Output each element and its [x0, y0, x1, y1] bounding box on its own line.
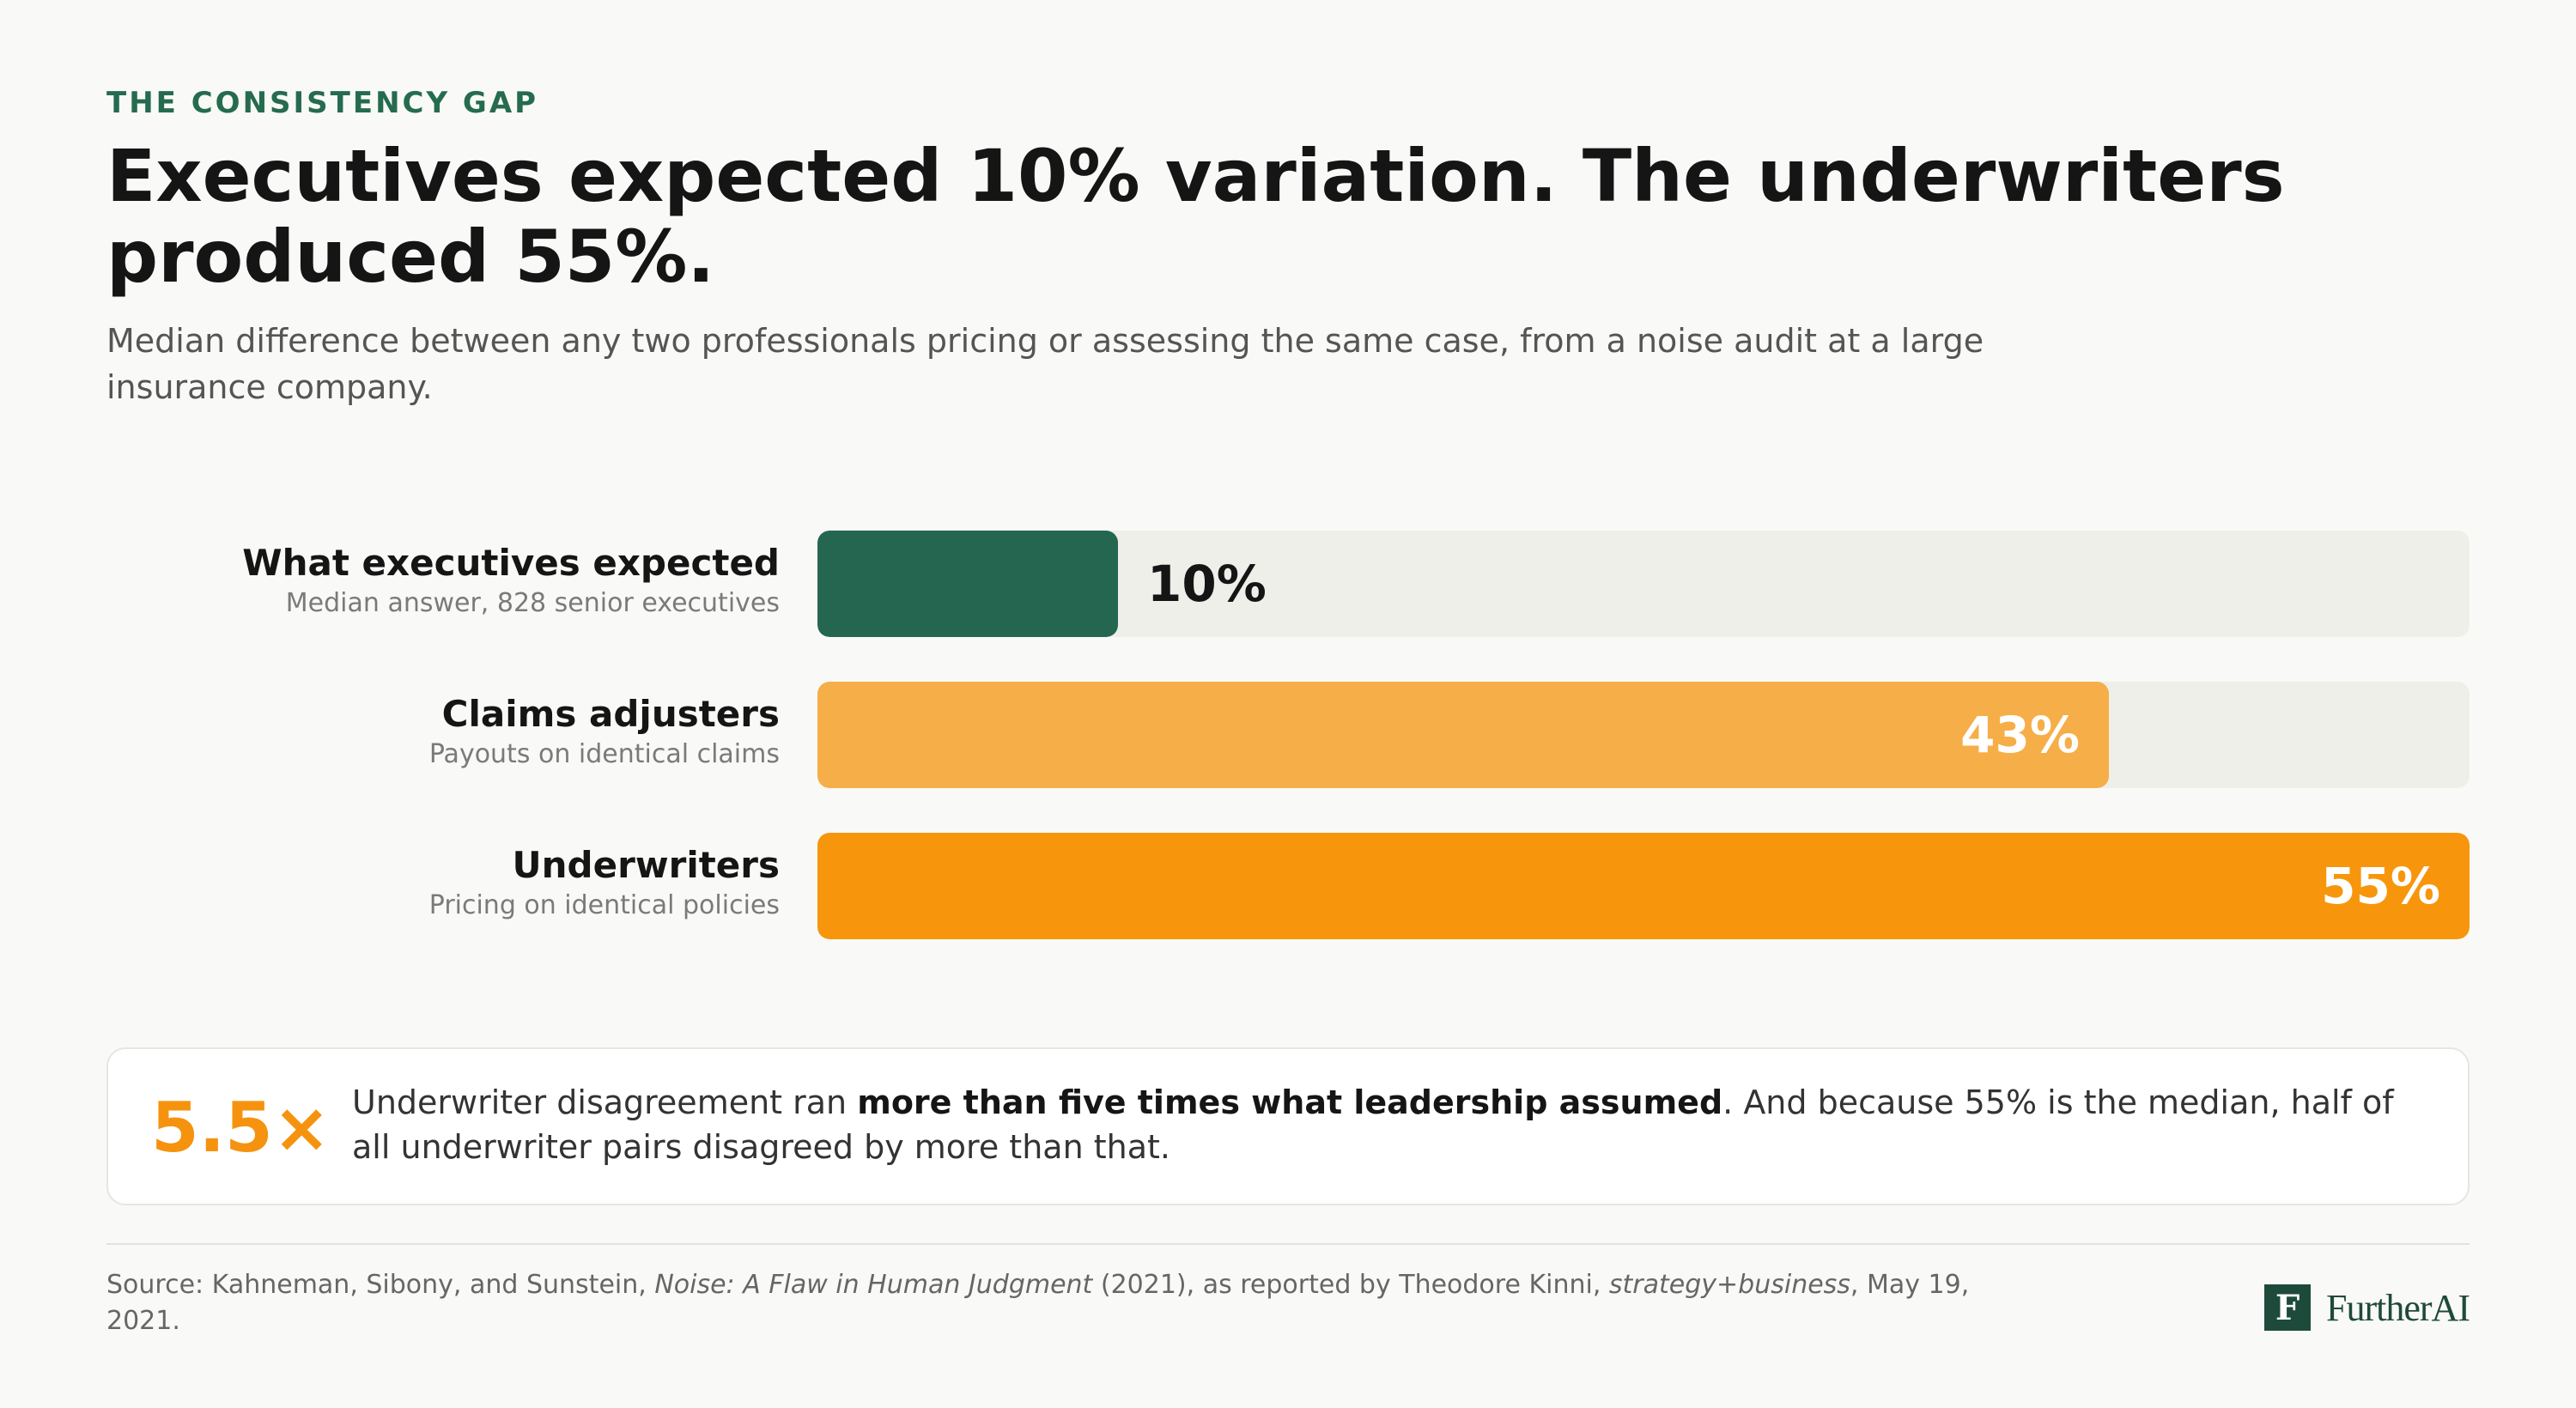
chart-title: Executives expected 10% variation. The u… [106, 134, 2285, 299]
source-publication: strategy+business [1608, 1270, 1850, 1300]
category-label: Underwriters [512, 844, 780, 886]
bar-what-executives-expected [817, 531, 1118, 637]
callout-text-end: . And because 55% is the median, half of… [352, 1083, 2394, 1166]
data-label-what-executives-expected: 10% [1147, 555, 1267, 613]
row-label-what-executives-expected: What executives expected Median answer, 8… [242, 541, 780, 622]
source-prefix: Source: Kahneman, Sibony, and Sunstein, [106, 1270, 655, 1300]
data-label-claims-adjusters: 43% [1960, 706, 2080, 764]
callout-text-emphasis: more than five times what leadership ass… [857, 1083, 1723, 1121]
bar-track-underwriters: 55% [817, 833, 2470, 939]
data-label-underwriters: 55% [2321, 857, 2440, 915]
category-sublabel: Pricing on identical policies [428, 890, 780, 920]
chart-subtitle: Median difference between any two profes… [106, 322, 1984, 406]
bar-track-claims-adjusters: 43% [817, 682, 2470, 788]
callout-figure: 5.5× [151, 1088, 331, 1168]
source-middle: (2021), as reported by Theodore Kinni, [1092, 1270, 1609, 1300]
row-label-underwriters: Underwriters Pricing on identical policie… [429, 843, 780, 924]
category-label: Claims adjusters [441, 693, 780, 735]
brand-logo: F FurtherAI [2264, 1284, 2470, 1331]
eyebrow-label: THE CONSISTENCY GAP [106, 86, 539, 120]
bar-underwriters [817, 833, 2470, 939]
bar-claims-adjusters [817, 682, 2109, 788]
source-note: Source: Kahneman, Sibony, and Sunstein, … [106, 1267, 2030, 1339]
callout-text: Underwriter disagreement ran more than f… [352, 1080, 2430, 1169]
category-label: What executives expected [242, 542, 780, 584]
logo-mark-icon: F [2264, 1284, 2312, 1331]
callout-text-start: Underwriter disagreement ran [352, 1083, 858, 1121]
footer-divider [106, 1243, 2470, 1245]
logo-wordmark: FurtherAI [2326, 1286, 2470, 1329]
category-sublabel: Payouts on identical claims [428, 739, 780, 769]
insight-callout: 5.5× Underwriter disagreement ran more t… [106, 1047, 2470, 1205]
bar-track-what-executives-expected: 10% [817, 531, 2470, 637]
source-suffix: , May 19, 2021. [106, 1270, 1970, 1336]
source-book-title: Noise: A Flaw in Human Judgment [654, 1270, 1093, 1300]
category-sublabel: Median answer, 828 senior executives [285, 588, 780, 618]
row-label-claims-adjusters: Claims adjusters Payouts on identical cla… [429, 692, 780, 773]
